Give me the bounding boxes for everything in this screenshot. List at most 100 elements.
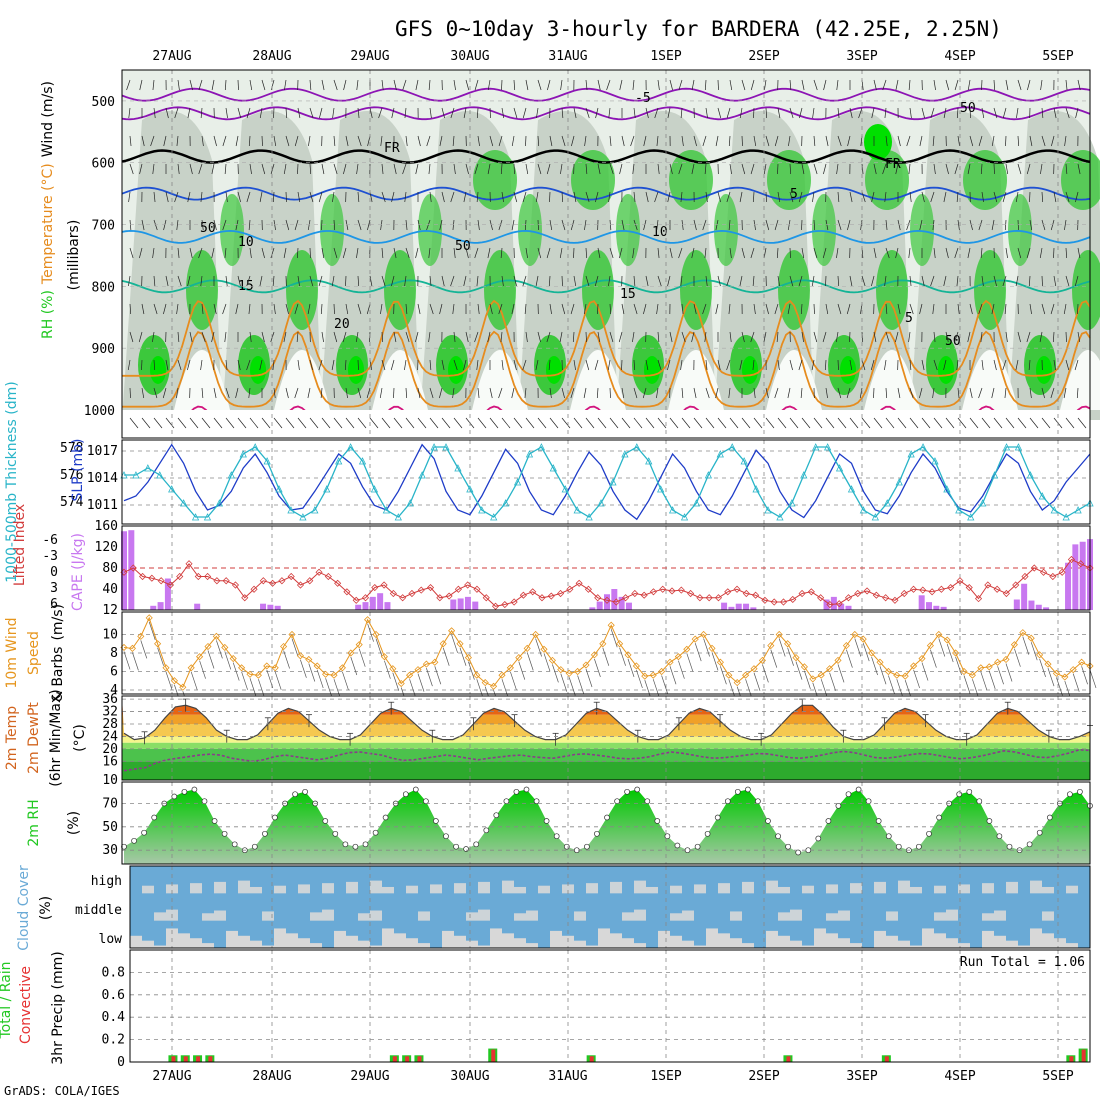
cloud-mid-bar	[838, 910, 850, 921]
wind-barb	[837, 387, 842, 399]
cape-bar	[150, 605, 157, 610]
rh-point	[493, 812, 500, 819]
wind-barb	[511, 303, 515, 315]
precip-convective-bar	[1069, 1056, 1074, 1062]
wind-barb	[837, 107, 840, 119]
wind-barb	[429, 303, 434, 315]
wind-barb	[776, 247, 779, 259]
wind-barb	[452, 303, 455, 315]
wind-barb	[333, 135, 336, 147]
temp-band	[122, 748, 1090, 762]
cloud-low-bar	[982, 930, 994, 948]
wind-barb	[1028, 359, 1031, 371]
wind-barb	[752, 359, 755, 371]
rh-point	[211, 818, 218, 824]
cloud-low-bar	[1006, 940, 1018, 948]
wind-barb	[333, 163, 338, 175]
wind-barb	[308, 135, 311, 147]
wind-barb	[705, 191, 708, 203]
contour-label: 50	[945, 334, 961, 349]
upper-air-panel-frame	[121, 69, 1091, 439]
wind-barb	[513, 191, 518, 203]
cape-bar	[1065, 562, 1072, 610]
cape-bar	[1028, 600, 1035, 610]
rh-point	[865, 798, 872, 805]
rh-green-area	[812, 194, 836, 266]
wind-barb	[561, 303, 566, 315]
li-marker	[315, 568, 323, 576]
cloud-low-bar	[358, 940, 370, 948]
wind-barb	[428, 163, 431, 175]
wind-barb	[139, 79, 143, 91]
cape-bar	[194, 603, 201, 610]
wind-barb	[153, 417, 163, 429]
wind-barb	[800, 303, 803, 315]
wind-barb	[1005, 135, 1007, 147]
wind-barb	[392, 672, 400, 691]
wind-barb	[285, 191, 287, 203]
rh-point	[966, 788, 973, 795]
wind-barb	[908, 163, 911, 175]
wind-barb	[595, 191, 599, 203]
wind-barb	[1041, 219, 1046, 231]
wind-barb	[789, 191, 794, 203]
wind-marker	[750, 665, 758, 673]
cloud-low-bar	[274, 928, 286, 948]
cloud-low-bar	[502, 933, 514, 948]
wind-marker	[985, 663, 993, 671]
wind-barb	[882, 79, 887, 91]
wind-barb	[930, 191, 935, 203]
wind-barb	[823, 163, 827, 175]
rh-green-area	[286, 250, 318, 330]
wind-barb	[274, 671, 282, 690]
wind-barb	[246, 107, 251, 119]
cloud-high-bar	[1030, 880, 1042, 894]
cloud-high-bar	[826, 884, 838, 894]
wind-barb	[259, 275, 263, 287]
cloud-high-bar	[742, 881, 754, 894]
wind-barb	[309, 107, 314, 119]
wind-barb	[594, 658, 601, 677]
wind-barb	[342, 247, 347, 259]
wind-barb	[248, 219, 251, 231]
wind-barb	[283, 163, 287, 175]
wind-barb	[945, 247, 949, 259]
wind-barb	[309, 247, 311, 259]
wind-barb	[799, 107, 803, 119]
rh-point	[654, 818, 661, 824]
bottom-date-label: 29AUG	[350, 1069, 389, 1084]
wind-barb	[513, 359, 517, 371]
wind-barb	[428, 79, 431, 91]
wind-barb	[1027, 79, 1031, 91]
wind-barb	[609, 219, 612, 231]
wind-barb	[342, 331, 347, 343]
wind-barb	[633, 107, 636, 119]
wind-barb	[846, 649, 853, 668]
wind-barb	[525, 417, 535, 429]
wind-barb	[777, 163, 779, 175]
wind-barb	[344, 359, 347, 371]
temp-tick-label: 28	[102, 717, 118, 732]
wind-barb	[702, 219, 707, 231]
wind-barb	[895, 331, 899, 343]
wind-barb	[993, 417, 1003, 429]
wind-barb	[333, 331, 338, 343]
wind-barb	[906, 219, 911, 231]
wind-barb	[524, 219, 527, 231]
rh-point	[402, 791, 409, 798]
wind-barb	[930, 275, 935, 287]
wind-barb	[573, 191, 577, 203]
cloud-low-bar	[850, 943, 862, 948]
thickness-marker	[704, 471, 713, 479]
cloud-mid-bar	[934, 912, 946, 921]
wind-barb	[568, 677, 576, 696]
wind-marker	[414, 666, 422, 674]
wind-barb	[378, 107, 383, 119]
wind-barb	[189, 247, 193, 259]
wind-barb	[321, 219, 323, 231]
wind-barb	[498, 219, 503, 231]
wind-barb	[873, 417, 883, 429]
wind-barb	[452, 387, 455, 399]
wind-barb	[619, 163, 623, 175]
wind-barb	[1065, 359, 1070, 371]
